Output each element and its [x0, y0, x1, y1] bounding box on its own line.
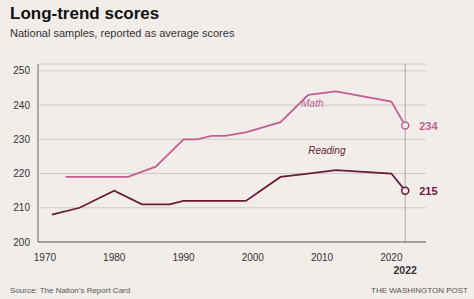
- svg-text:200: 200: [13, 237, 30, 248]
- svg-text:2000: 2000: [242, 252, 265, 263]
- html-text:National samples, reported as: National samples, reported as average sc…: [10, 27, 235, 39]
- svg-text:215: 215: [419, 185, 437, 197]
- svg-text:240: 240: [13, 100, 30, 111]
- svg-text:Reading: Reading: [308, 145, 346, 156]
- svg-text:2020: 2020: [380, 252, 403, 263]
- svg-text:Math: Math: [301, 98, 324, 109]
- svg-text:210: 210: [13, 202, 30, 213]
- svg-text:234: 234: [419, 120, 438, 132]
- svg-text:1970: 1970: [34, 252, 57, 263]
- svg-text:250: 250: [13, 65, 30, 76]
- html-text:THE WASHINGTON POST: THE WASHINGTON POST: [371, 286, 468, 295]
- svg-text:1990: 1990: [172, 252, 195, 263]
- svg-text:230: 230: [13, 134, 30, 145]
- svg-text:1980: 1980: [103, 252, 126, 263]
- svg-text:220: 220: [13, 168, 30, 179]
- svg-text:2022: 2022: [394, 264, 418, 276]
- svg-text:2010: 2010: [311, 252, 334, 263]
- html-text:Source: The Nation’s Report Ca: Source: The Nation’s Report Card: [10, 286, 131, 295]
- html-text:Long-trend scores: Long-trend scores: [10, 4, 160, 23]
